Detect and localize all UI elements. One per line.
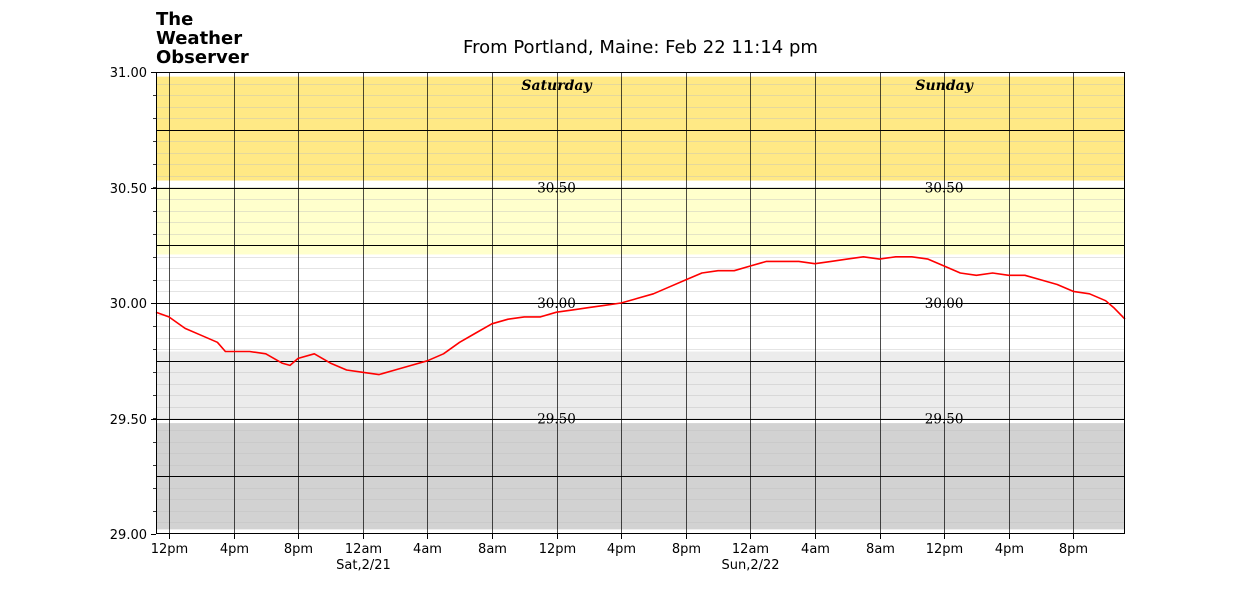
x-tick-label: 8am — [866, 542, 895, 557]
x-tick-label: 8am — [478, 542, 507, 557]
major-grid-group — [156, 130, 1125, 477]
y-tick-label: 30.50 — [110, 182, 147, 197]
brand-line-2: Weather — [156, 28, 243, 49]
x-tick-label: 12pm — [539, 542, 576, 557]
y-tick-label: 29.00 — [110, 528, 147, 543]
inplot-value-label: 30.00 — [537, 296, 576, 312]
x-tick-label: 4pm — [220, 542, 249, 557]
x-tick-label: 8pm — [284, 542, 313, 557]
x-tick-label: 4pm — [995, 542, 1024, 557]
brand-line-1: The — [156, 9, 194, 30]
inplot-value-label: 30.50 — [537, 181, 576, 197]
x-tick-label: 8pm — [1059, 542, 1088, 557]
x-tick-label: 12am — [732, 542, 769, 557]
chart-title: From Portland, Maine: Feb 22 11:14 pm — [463, 37, 818, 58]
x-tick-label: 4am — [413, 542, 442, 557]
x-tick-label: 12pm — [151, 542, 188, 557]
plot-frame — [156, 72, 1125, 534]
x-tick-label: 4am — [801, 542, 830, 557]
day-label: Sunday — [915, 78, 973, 94]
y-tick-label: 31.00 — [110, 66, 147, 81]
brand-line-3: Observer — [156, 47, 249, 68]
x-tick-label: 4pm — [607, 542, 636, 557]
inplot-value-label: 30.00 — [925, 296, 964, 312]
y-tick-label: 30.00 — [110, 297, 147, 312]
x-date-label: Sun,2/22 — [721, 558, 779, 573]
x-tick-label: 12am — [345, 542, 382, 557]
band-1 — [156, 187, 1125, 255]
inplot-label-group: 30.50 30.00 29.50 30.50 30.00 29.50 Saturday Su… — [521, 78, 973, 428]
series-group — [155, 255, 1126, 376]
day-label: Saturday — [521, 78, 592, 94]
brand-logo: The Weather Observer — [156, 10, 249, 67]
x-tick-label: 12pm — [926, 542, 963, 557]
band-0 — [156, 76, 1125, 181]
inplot-value-label: 29.50 — [537, 412, 576, 428]
inplot-value-label: 30.50 — [925, 181, 964, 197]
y-tick-label: 29.50 — [110, 413, 147, 428]
inplot-value-label: 29.50 — [925, 412, 964, 428]
x-tick-label: 8pm — [672, 542, 701, 557]
x-date-label: Sat,2/21 — [336, 558, 391, 573]
pressure-series-line — [155, 255, 1126, 376]
vertical-grid-group — [169, 72, 1074, 534]
